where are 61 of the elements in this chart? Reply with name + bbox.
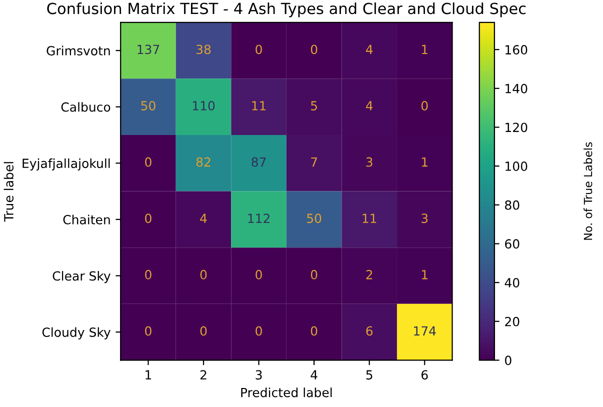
- data-label: 137: [138, 44, 160, 54]
- data-label: 1: [422, 270, 428, 280]
- y-tick-label: Calbuco: [61, 102, 110, 112]
- data-label: 1: [422, 44, 428, 54]
- data-label: 5: [311, 101, 317, 110]
- data-label: 0: [310, 326, 318, 336]
- color-bar-label: 140: [506, 84, 528, 94]
- data-label: 2: [366, 270, 372, 280]
- x-tick-label: 3: [256, 370, 262, 380]
- data-label: 11: [252, 101, 266, 110]
- data-label: 82: [196, 157, 210, 167]
- data-label: 87: [252, 157, 266, 167]
- data-label: 0: [145, 270, 152, 280]
- y-tick-label: Chaiten: [63, 214, 110, 224]
- y-tick-label: Grimsvotn: [46, 46, 110, 56]
- color-bar-label: 160: [506, 45, 528, 54]
- x-tick-label: 1: [146, 370, 152, 380]
- data-label: 0: [421, 101, 428, 110]
- data-label: 110: [192, 101, 215, 110]
- data-label: 4: [366, 44, 373, 54]
- x-tick-label: 4: [310, 370, 318, 380]
- data-label: 50: [307, 214, 322, 224]
- x-tick-label: 5: [366, 370, 372, 380]
- color-bar-label: 0: [505, 356, 512, 366]
- y-tick-label: Cloudy Sky: [42, 327, 111, 340]
- data-label: 11: [362, 214, 376, 223]
- y-tick-label: Clear Sky: [52, 270, 111, 284]
- data-label: 50: [141, 101, 156, 110]
- color-bar-label: 120: [506, 122, 528, 132]
- data-label: 0: [256, 44, 262, 54]
- color-bar-title: No. of True Labels: [584, 142, 592, 240]
- data-label: 0: [200, 270, 207, 280]
- data-label: 0: [145, 214, 152, 224]
- data-label: 38: [196, 44, 211, 54]
- color-bar-label: 60: [505, 239, 520, 249]
- color-bar-label: 20: [505, 316, 520, 326]
- data-label: 0: [310, 44, 318, 54]
- x-axis-title: Predicted label: [241, 388, 332, 398]
- data-label: 6: [366, 326, 373, 336]
- data-label: 3: [366, 157, 372, 167]
- data-label: 0: [145, 157, 152, 167]
- y-axis-title: True label: [4, 162, 14, 222]
- chart-title: Confusion Matrix TEST - 4 Ash Types and Clear and Cloud Spec: [47, 2, 526, 18]
- data-label: 4: [366, 101, 373, 110]
- y-tick-label: Eyjafjallajokull: [22, 158, 110, 170]
- color-bar-label: 80: [505, 200, 520, 210]
- data-label: 7: [311, 157, 317, 167]
- data-label: 112: [248, 214, 270, 223]
- data-label: 174: [414, 326, 436, 336]
- data-label: 4: [200, 214, 207, 223]
- data-label: 1: [422, 157, 428, 167]
- x-tick-label: 6: [422, 370, 428, 380]
- data-label: 0: [256, 270, 262, 280]
- color-bar-label: 100: [506, 162, 528, 171]
- data-label: 0: [200, 326, 207, 336]
- data-label: 0: [310, 270, 318, 280]
- data-label: 3: [422, 214, 428, 224]
- data-label: 0: [145, 326, 152, 336]
- x-tick-label: 2: [200, 370, 206, 380]
- data-label: 0: [256, 326, 262, 336]
- color-bar-label: 40: [504, 278, 520, 288]
